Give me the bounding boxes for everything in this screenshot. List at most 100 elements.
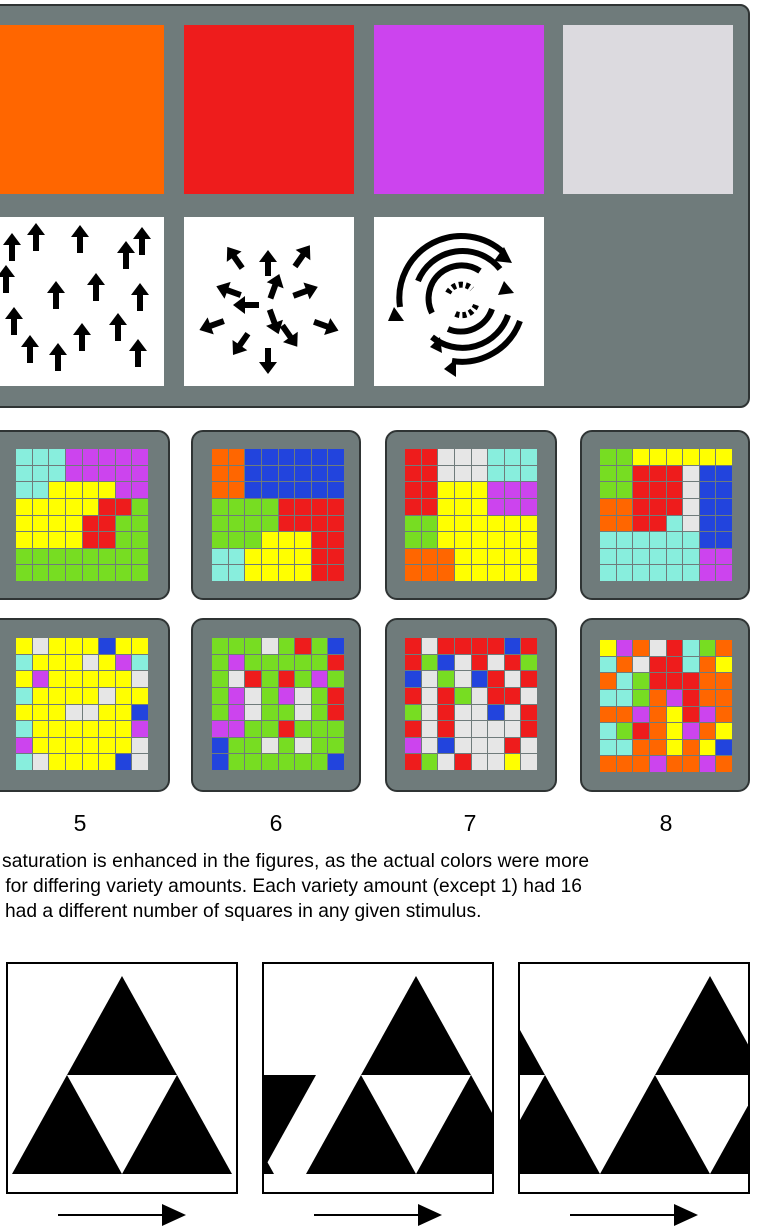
grid-cell [633, 449, 649, 465]
color-swatch-red [184, 25, 354, 194]
grid-cell [261, 704, 278, 721]
grid-cell [261, 654, 278, 671]
grid-cell [82, 754, 99, 770]
grid-cell [295, 482, 311, 498]
color-swatch-purple [374, 25, 544, 194]
grid-cell [405, 671, 421, 687]
grid-cell [228, 737, 245, 754]
grid-cell [438, 638, 454, 654]
grid-cell [616, 532, 633, 548]
grid-cell [32, 482, 49, 498]
grid-cell [16, 482, 32, 498]
grid-cell [616, 482, 633, 498]
grid-cell [212, 515, 228, 532]
grid-cell [228, 515, 245, 532]
grid-cell [421, 498, 438, 515]
grid-cell [311, 721, 328, 737]
grid-cell [454, 654, 471, 671]
grid-cell [228, 687, 245, 704]
grid-cell [633, 515, 649, 532]
grid-cell [405, 465, 421, 482]
grid-cell [115, 704, 132, 721]
grid-cell [649, 449, 666, 465]
grid-cell [82, 687, 99, 704]
grid-cell [488, 737, 504, 754]
grid-cell [504, 721, 521, 737]
grid-cell [471, 704, 488, 721]
grid-cell [488, 548, 504, 565]
grid-cell [600, 532, 616, 548]
grid-cell [261, 482, 278, 498]
color-grid [16, 449, 148, 581]
color-grid [600, 640, 732, 772]
grid-cell [716, 689, 732, 706]
grid-cell [132, 565, 148, 581]
color-grid [16, 638, 148, 770]
grid-cell [438, 654, 454, 671]
grid-cell [454, 721, 471, 737]
grid-cell [295, 754, 311, 770]
grid-cell [132, 654, 148, 671]
grid-cell [699, 565, 716, 581]
grid-cell [245, 565, 261, 581]
grid-cell [261, 532, 278, 548]
caption-line-1: saturation is enhanced in the figures, a… [2, 851, 590, 872]
grid-cell [683, 548, 699, 565]
grid-cell [488, 498, 504, 515]
grid-cell [616, 515, 633, 532]
grid-cell [421, 754, 438, 770]
grid-cell [295, 498, 311, 515]
grid-cell [471, 654, 488, 671]
grid-cell [716, 532, 732, 548]
color-grid [405, 638, 537, 770]
grid-cell [616, 723, 633, 739]
grid-cell [32, 654, 49, 671]
grid-cell [261, 565, 278, 581]
grid-cell [504, 449, 521, 465]
grid-cell [471, 515, 488, 532]
grid-cell [16, 704, 32, 721]
grid-cell [261, 638, 278, 654]
grid-cell [295, 704, 311, 721]
grid-cell [488, 704, 504, 721]
grid-cell [504, 704, 521, 721]
grid-cell [115, 721, 132, 737]
grid-cell [278, 515, 295, 532]
grid-cell [115, 548, 132, 565]
color-grid [212, 449, 344, 581]
grid-cell [521, 498, 537, 515]
grid-cell [328, 565, 344, 581]
grid-cell [633, 482, 649, 498]
grid-cell [649, 723, 666, 739]
grid-cell [471, 687, 488, 704]
grid-cell [454, 565, 471, 581]
grid-cell [32, 548, 49, 565]
grid-cell [600, 706, 616, 723]
grid-cell [245, 704, 261, 721]
grid-cell [600, 756, 616, 772]
grid-cell [649, 532, 666, 548]
grid-cell [278, 532, 295, 548]
grid-cell [82, 515, 99, 532]
grid-cell [65, 671, 82, 687]
grid-cell [421, 532, 438, 548]
grid-cell [49, 721, 65, 737]
grid-cell [32, 565, 49, 581]
grid-cell [228, 449, 245, 465]
grid-cell [212, 737, 228, 754]
grid-cell [716, 656, 732, 673]
grid-cell [438, 565, 454, 581]
grid-cell [65, 687, 82, 704]
grid-cell [278, 704, 295, 721]
grid-cell [311, 532, 328, 548]
grid-cell [16, 498, 32, 515]
grid-cell [49, 737, 65, 754]
grid-cell [471, 671, 488, 687]
grid-cell [16, 532, 32, 548]
grid-cell [245, 465, 261, 482]
grid-cell [65, 721, 82, 737]
grid-cell [82, 498, 99, 515]
grid-cell [16, 671, 32, 687]
grid-cell [716, 706, 732, 723]
grid-cell [82, 465, 99, 482]
